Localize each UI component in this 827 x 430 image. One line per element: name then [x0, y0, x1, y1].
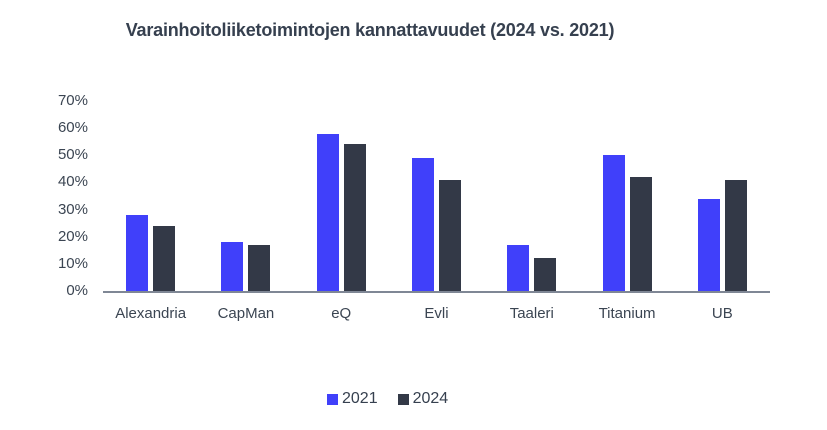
legend-swatch-2024: [397, 393, 409, 405]
bar-2021-Titanium: [603, 155, 625, 291]
legend-label-2024: 2024: [412, 390, 449, 407]
legend-swatch-2021: [327, 393, 338, 405]
bar-2024-Alexandria: [153, 226, 175, 291]
y-axis-tick-label: 40%: [57, 173, 88, 191]
x-axis-label-UB: UB: [711, 305, 733, 322]
y-axis-tick-label: 20%: [57, 227, 88, 245]
bar-2021-Evli: [412, 158, 434, 291]
x-axis-label-Evli: Evli: [424, 305, 449, 322]
y-axis-tick-label: 30%: [57, 200, 88, 218]
bar-2024-eQ: [344, 144, 366, 291]
x-axis-label-CapMan: CapMan: [217, 305, 275, 322]
legend-label-2021: 2021: [342, 390, 378, 407]
x-axis-line: [103, 291, 770, 293]
plot-area: [103, 101, 770, 291]
bar-2024-CapMan: [248, 245, 270, 291]
y-axis-tick-label: 50%: [57, 146, 88, 164]
y-axis-tick-label: 0%: [66, 282, 88, 299]
bar-2024-Taaleri: [534, 258, 556, 291]
y-axis-tick-label: 70%: [57, 92, 88, 109]
bar-2021-eQ: [317, 134, 339, 291]
bar-2021-UB: [698, 199, 720, 291]
x-axis-label-Alexandria: Alexandria: [115, 305, 187, 322]
bar-2021-Alexandria: [126, 215, 148, 291]
chart-title: Varainhoitoliiketoimintojen kannattavuud…: [125, 20, 615, 40]
x-axis-label-Taaleri: Taaleri: [509, 305, 554, 322]
bar-2024-Titanium: [630, 177, 652, 291]
x-axis-label-eQ: eQ: [331, 305, 352, 322]
bar-2024-Evli: [439, 180, 461, 291]
x-axis-label-Titanium: Titanium: [598, 305, 656, 322]
bar-2021-CapMan: [221, 242, 243, 291]
y-axis-tick-label: 60%: [57, 119, 88, 137]
legend: 2021 2024: [327, 390, 448, 408]
legend-item-2024: 2024: [397, 390, 449, 408]
legend-item-2021: 2021: [327, 390, 378, 408]
y-axis-tick-label: 10%: [57, 254, 88, 272]
bar-2024-UB: [725, 180, 747, 291]
bar-2021-Taaleri: [507, 245, 529, 291]
